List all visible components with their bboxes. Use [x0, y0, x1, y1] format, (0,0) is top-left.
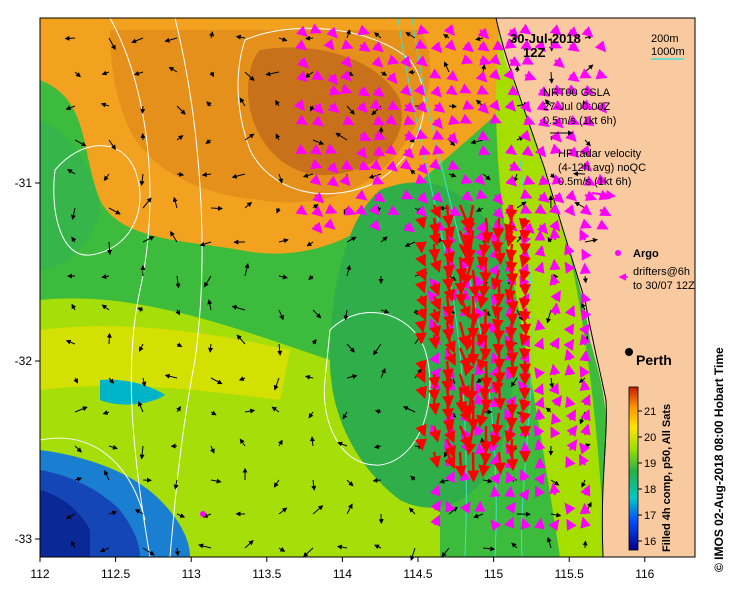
- x-tick-label: 113: [182, 567, 201, 581]
- contour-legend: 200m 1000m: [651, 33, 685, 60]
- drifters-line2: to 30/07 12Z: [633, 280, 695, 292]
- colorbar-tick-label: 20: [644, 432, 656, 444]
- contour-1000m-label: 1000m: [651, 46, 685, 58]
- x-axis: 112 112.5 113 113.5 114 114.5 115 115.5 116: [30, 557, 655, 581]
- drifters-line1: drifters@6h: [633, 266, 690, 278]
- argo-floats: [200, 250, 621, 517]
- x-tick-label: 112.5: [101, 567, 130, 581]
- hf-scale: 0.5m/s (1kt 6h): [558, 176, 631, 188]
- x-tick-label: 115.5: [555, 567, 584, 581]
- colorbar-tick-label: 19: [644, 458, 656, 470]
- x-tick-label: 114: [333, 567, 352, 581]
- map-time: 12Z: [523, 45, 545, 60]
- credit-text: © IMOS 02-Aug-2018 08:00 Hobart Time: [712, 347, 726, 572]
- colorbar: 16 17 18 19 20 21 Filled 4h comp, p50, All Sa…: [628, 386, 673, 552]
- x-tick-label: 113.5: [252, 567, 281, 581]
- y-tick-label: -31: [15, 176, 33, 190]
- colorbar-label: Filled 4h comp, p50, All Sats: [661, 404, 673, 552]
- colorbar-tick-label: 21: [644, 406, 656, 418]
- gsla-scale: 0.5m/s (1kt 6h): [543, 115, 616, 127]
- contour-200m-label: 200m: [651, 33, 679, 45]
- hf-title: HF radar velocity: [558, 148, 642, 160]
- argo-label: Argo: [633, 248, 659, 260]
- perth-marker: [625, 348, 633, 356]
- y-tick-label: -32: [15, 354, 33, 368]
- y-tick-label: -33: [15, 532, 33, 546]
- hf-avg: (4-12h avg) noQC: [558, 162, 646, 174]
- x-tick-label: 115: [484, 567, 503, 581]
- hf-legend: HF radar velocity (4-12h avg) noQC 0.5m/…: [558, 148, 646, 200]
- x-tick-label: 114.5: [403, 567, 432, 581]
- map-date: 30-Jul-2018: [510, 31, 581, 46]
- x-tick-label: 116: [635, 567, 654, 581]
- colorbar-tick-label: 18: [644, 484, 656, 496]
- gsla-legend: NRT00 GSLA 27-Jul 00:00Z 0.5m/s (1kt 6h): [543, 87, 616, 136]
- colorbar-tick-label: 16: [644, 536, 656, 548]
- gsla-date: 27-Jul 00:00Z: [543, 101, 611, 113]
- gsla-title: NRT00 GSLA: [543, 87, 611, 99]
- y-axis: -31 -32 -33: [15, 176, 40, 546]
- x-tick-label: 112: [30, 567, 49, 581]
- colorbar-tick-label: 17: [644, 510, 656, 522]
- city-label: Perth: [636, 352, 672, 368]
- plot-frame: [39, 17, 696, 558]
- hf-radar-strong-vectors: [414, 204, 532, 483]
